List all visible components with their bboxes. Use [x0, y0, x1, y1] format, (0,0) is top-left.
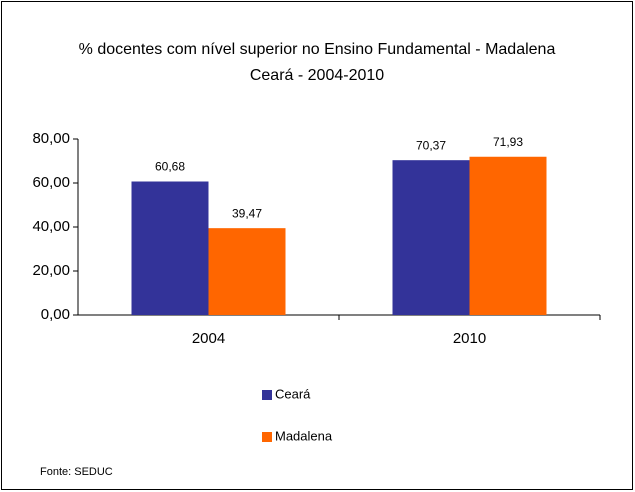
value-label: 71,93 [493, 135, 523, 149]
y-tick-label: 60,00 [32, 174, 70, 191]
bar [131, 181, 209, 315]
x-tick-label: 2004 [192, 330, 225, 347]
y-tick-label: 80,00 [32, 130, 70, 147]
value-label: 39,47 [232, 206, 262, 220]
x-tick-label: 2010 [453, 330, 486, 347]
legend-label: Ceará [275, 386, 311, 401]
y-tick-label: 0,00 [41, 306, 70, 323]
value-label: 70,37 [416, 138, 446, 152]
chart-subtitle: Ceará - 2004-2010 [250, 67, 384, 84]
chart-title: % docentes com nível superior no Ensino … [79, 41, 556, 58]
value-label: 60,68 [155, 160, 185, 174]
y-tick-label: 20,00 [32, 262, 70, 279]
legend-label: Madalena [275, 428, 333, 443]
bar [469, 156, 547, 315]
bar [392, 160, 470, 315]
bar [208, 228, 286, 315]
source-note: Fonte: SEDUC [40, 466, 113, 478]
y-tick-label: 40,00 [32, 218, 70, 235]
legend-swatch [262, 390, 272, 400]
legend-swatch [262, 432, 272, 442]
